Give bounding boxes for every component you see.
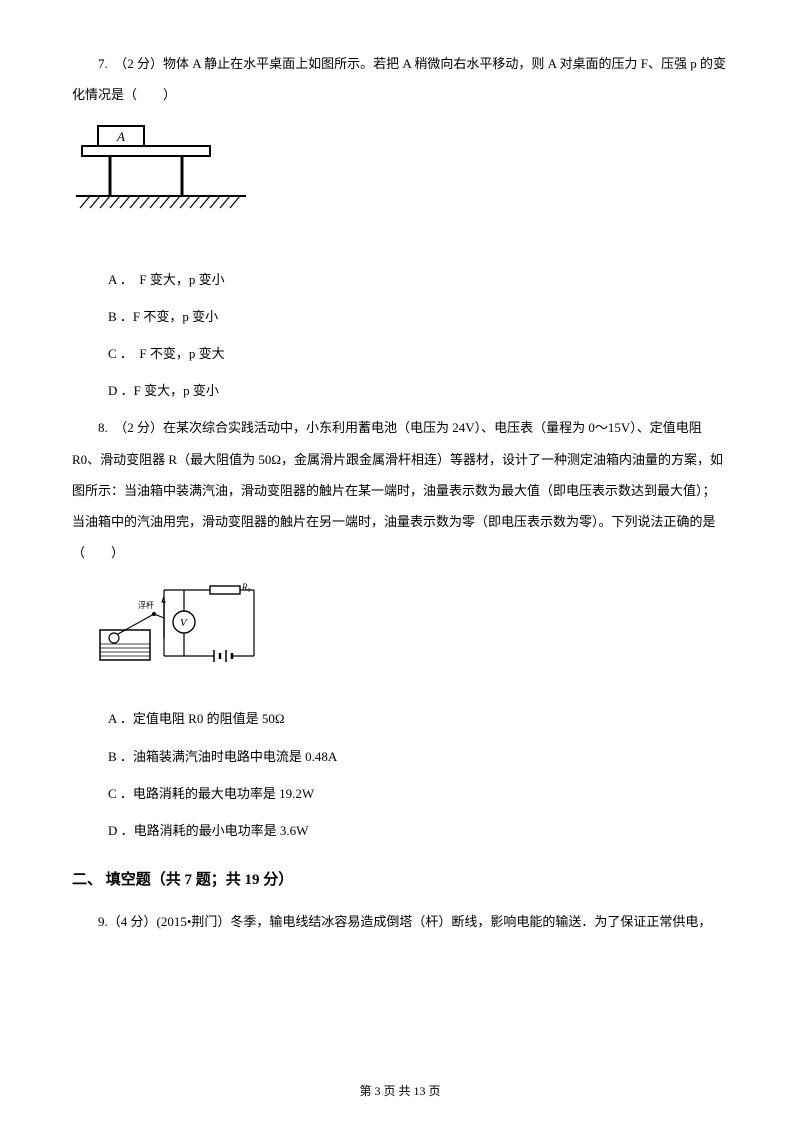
page-footer: 第 3 页 共 13 页 xyxy=(0,1077,800,1106)
q8-option-a: A ．定值电阻 R0 的阻值是 50Ω xyxy=(108,703,728,734)
q7-option-a: A ． F 变大，p 变小 xyxy=(108,264,728,295)
q7-option-b: B ．F 不变，p 变小 xyxy=(108,301,728,332)
q7-figure: A xyxy=(72,118,728,239)
q8-option-c: C ．电路消耗的最大电功率是 19.2W xyxy=(108,778,728,809)
q8-stem: 8. （2 分）在某次综合实践活动中，小东利用蓄电池（电压为 24V）、电压表（… xyxy=(72,412,728,568)
voltmeter-label: V xyxy=(180,617,188,629)
float-label: 浮杆 xyxy=(138,600,154,610)
q7-option-c: C ． F 不变，p 变大 xyxy=(108,338,728,369)
section-2-heading: 二、 填空题（共 7 题；共 19 分） xyxy=(72,862,728,898)
q7-table-diagram: A xyxy=(72,118,252,228)
q7-option-d: D ．F 变大，p 变小 xyxy=(108,375,728,406)
q8-option-b: B ．油箱装满汽油时电路中电流是 0.48A xyxy=(108,741,728,772)
q7-stem: 7. （2 分）物体 A 静止在水平桌面上如图所示。若把 A 稍微向右水平移动，… xyxy=(72,48,728,110)
block-label: A xyxy=(116,129,125,144)
q9-stem: 9.（4 分）(2015•荆门）冬季，输电线结冰容易造成倒塔（杆）断线，影响电能… xyxy=(72,906,728,937)
q8-circuit-diagram: 浮杆 V R₀ xyxy=(94,578,274,678)
q8-figure: 浮杆 V R₀ xyxy=(94,578,728,689)
q8-option-d: D ．电路消耗的最小电功率是 3.6W xyxy=(108,815,728,846)
